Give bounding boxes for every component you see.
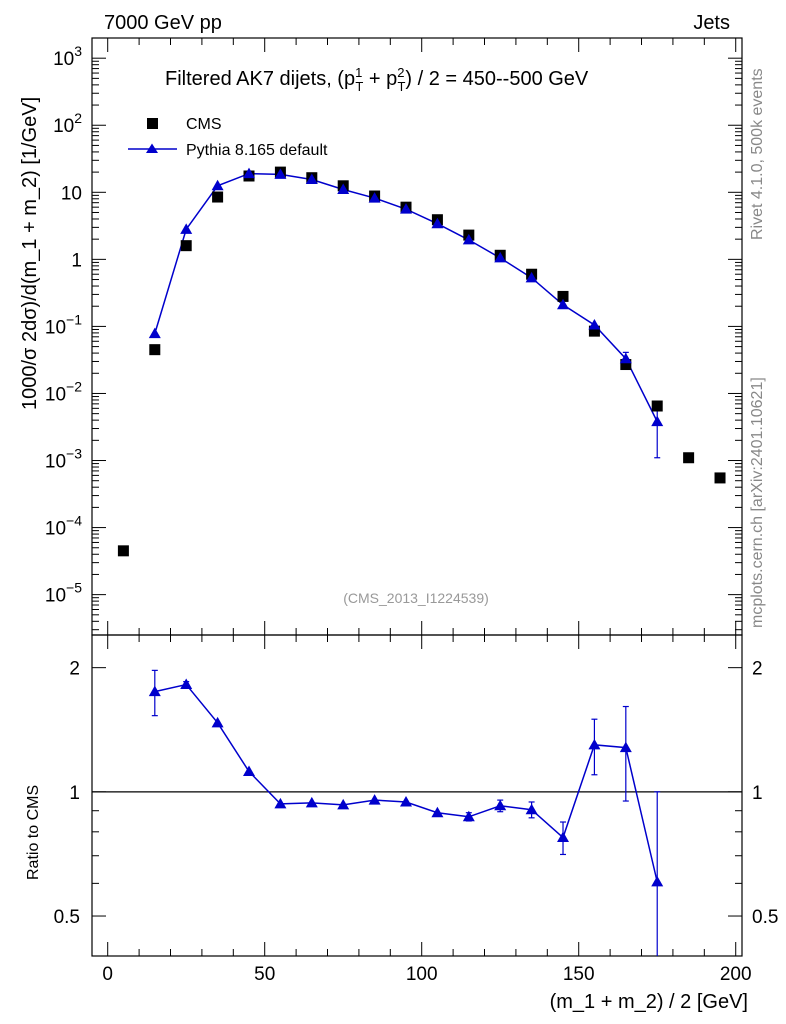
mc-point	[274, 168, 287, 179]
y-tick-label: 102	[53, 110, 82, 137]
mc-point	[211, 179, 224, 191]
ratio-y-tick-label-left: 2	[69, 659, 80, 680]
ratio-point	[431, 806, 444, 818]
cms-point	[588, 325, 600, 337]
cms-point	[149, 344, 161, 356]
ratio-point	[651, 875, 664, 887]
ratio-point	[557, 831, 570, 843]
mc-point	[462, 233, 475, 245]
cms-point	[683, 452, 695, 464]
mc-point	[400, 203, 413, 214]
ratio-plot-area	[92, 669, 742, 956]
mc-point	[557, 298, 570, 310]
ratio-point	[368, 794, 381, 805]
ratio-panel-frame	[91, 634, 743, 957]
ratio-y-tick-label-right: 2	[752, 659, 763, 680]
cms-point	[557, 290, 569, 302]
y-tick-label: 10−5	[45, 580, 82, 607]
header-right: Jets	[693, 12, 730, 34]
main-axis-ticks	[92, 37, 742, 635]
cms-point	[651, 400, 663, 412]
legend-cms-label: CMS	[186, 116, 222, 133]
cms-point	[620, 359, 632, 371]
ratio-point	[525, 803, 538, 815]
x-tick-label: 100	[406, 964, 438, 985]
mc-point	[619, 352, 632, 364]
mc-point	[337, 183, 350, 195]
mc-point	[431, 217, 444, 229]
y-tick-label: 10−4	[45, 513, 82, 540]
cms-point	[180, 240, 192, 252]
y-tick-label: 10−1	[45, 311, 82, 338]
y-tick-label: 10−3	[45, 446, 82, 473]
ratio-tick-labels: 0 50 100 150 200 2 2 1 1 0.5 0.5	[54, 659, 779, 985]
ratio-point	[400, 795, 413, 807]
header-left: 7000 GeV pp	[104, 12, 222, 34]
mc-point	[243, 167, 256, 179]
mc-point	[368, 192, 381, 203]
mc-point	[588, 318, 601, 330]
y-tick-label: 1	[71, 250, 82, 271]
cms-point	[212, 191, 224, 203]
legend-mc-marker	[146, 143, 158, 153]
ratio-y-tick-label-right: 0.5	[752, 907, 778, 928]
ratio-point	[462, 810, 475, 822]
ratio-line	[154, 683, 658, 883]
x-tick-label: 50	[254, 964, 275, 985]
ratio-ylabel: Ratio to CMS	[25, 785, 42, 880]
ratio-axis-ticks	[92, 635, 742, 957]
mcplots-label: mcplots.cern.ch [arXiv:2401.10621]	[749, 377, 766, 628]
ratio-point	[148, 685, 161, 697]
y-tick-label: 10−2	[45, 378, 82, 405]
ratio-y-tick-label-right: 1	[752, 783, 763, 804]
main-ylabel: 1000/σ 2dσ)/d(m_1 + m_2) [1/GeV]	[19, 97, 41, 410]
x-axis-label: (m_1 + m_2) / 2 [GeV]	[550, 991, 748, 1013]
x-tick-label: 150	[563, 964, 595, 985]
chart-title: Filtered AK7 dijets, (p1 T + p2 T) / 2 = 4…	[165, 65, 589, 94]
legend-cms-marker	[147, 118, 158, 129]
mc-point	[525, 271, 538, 283]
x-tick-label: 0	[102, 964, 113, 985]
ratio-y-tick-label-left: 1	[69, 783, 80, 804]
y-tick-label: 103	[53, 43, 82, 70]
rivet-label: Rivet 4.1.0, 500k events	[749, 68, 766, 240]
legend-mc-label: Pythia 8.165 default	[186, 142, 328, 159]
main-plot-area	[117, 166, 726, 557]
mc-point	[148, 327, 161, 339]
mc-point	[180, 223, 193, 234]
mc-point	[494, 251, 507, 263]
y-tick-label: 10	[61, 183, 82, 204]
ratio-point	[619, 741, 632, 753]
cms-point	[117, 545, 129, 557]
mc-point	[651, 415, 664, 427]
ratio-y-tick-label-left: 0.5	[54, 907, 80, 928]
ratio-point	[211, 716, 224, 728]
ratio-point	[305, 796, 318, 808]
x-tick-label: 200	[720, 964, 752, 985]
ratio-point	[180, 678, 193, 690]
ratio-point	[337, 798, 350, 810]
ratio-point	[588, 738, 601, 750]
mc-point	[305, 173, 318, 185]
ratio-point	[494, 799, 507, 811]
ratio-point	[274, 797, 287, 809]
analysis-id: (CMS_2013_I1224539)	[343, 590, 489, 606]
ratio-point	[243, 765, 256, 777]
cms-point	[714, 472, 726, 484]
